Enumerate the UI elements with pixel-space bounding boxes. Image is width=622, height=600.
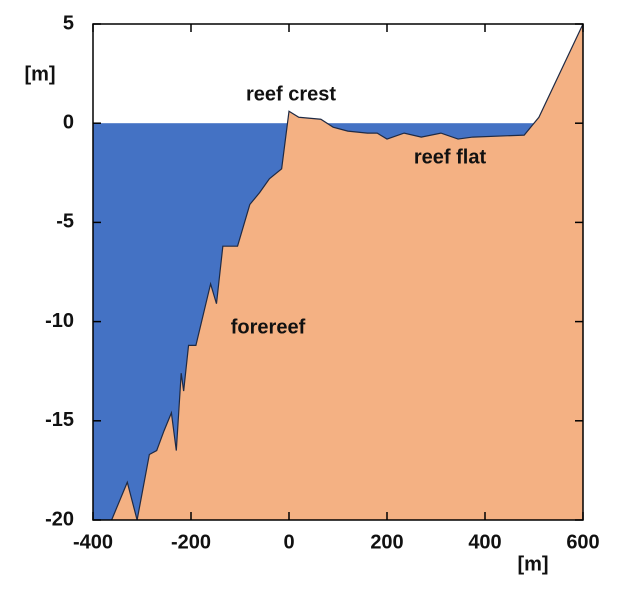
x-tick-label: 200 [370, 531, 403, 553]
plot-frame [92, 23, 584, 521]
y-tick-label: -20 [45, 508, 74, 530]
y-tick-label: -5 [56, 211, 74, 233]
y-axis-label: [m] [24, 63, 55, 85]
x-tick-label: -200 [171, 531, 211, 553]
x-axis-label: [m] [517, 553, 548, 575]
annotation: reef flat [414, 146, 487, 168]
land-fill [111, 24, 584, 520]
annotation: reef crest [246, 83, 336, 105]
x-tick-label: -400 [73, 531, 113, 553]
annotation: forereef [231, 316, 306, 338]
x-tick-label: 400 [468, 531, 501, 553]
seafloor-profile [111, 23, 584, 521]
y-tick-label: 0 [63, 111, 74, 133]
y-tick-label: 5 [63, 12, 74, 34]
y-tick-label: -10 [45, 310, 74, 332]
x-tick-label: 600 [566, 531, 599, 553]
x-tick-label: 0 [283, 531, 294, 553]
y-tick-label: -15 [45, 409, 74, 431]
